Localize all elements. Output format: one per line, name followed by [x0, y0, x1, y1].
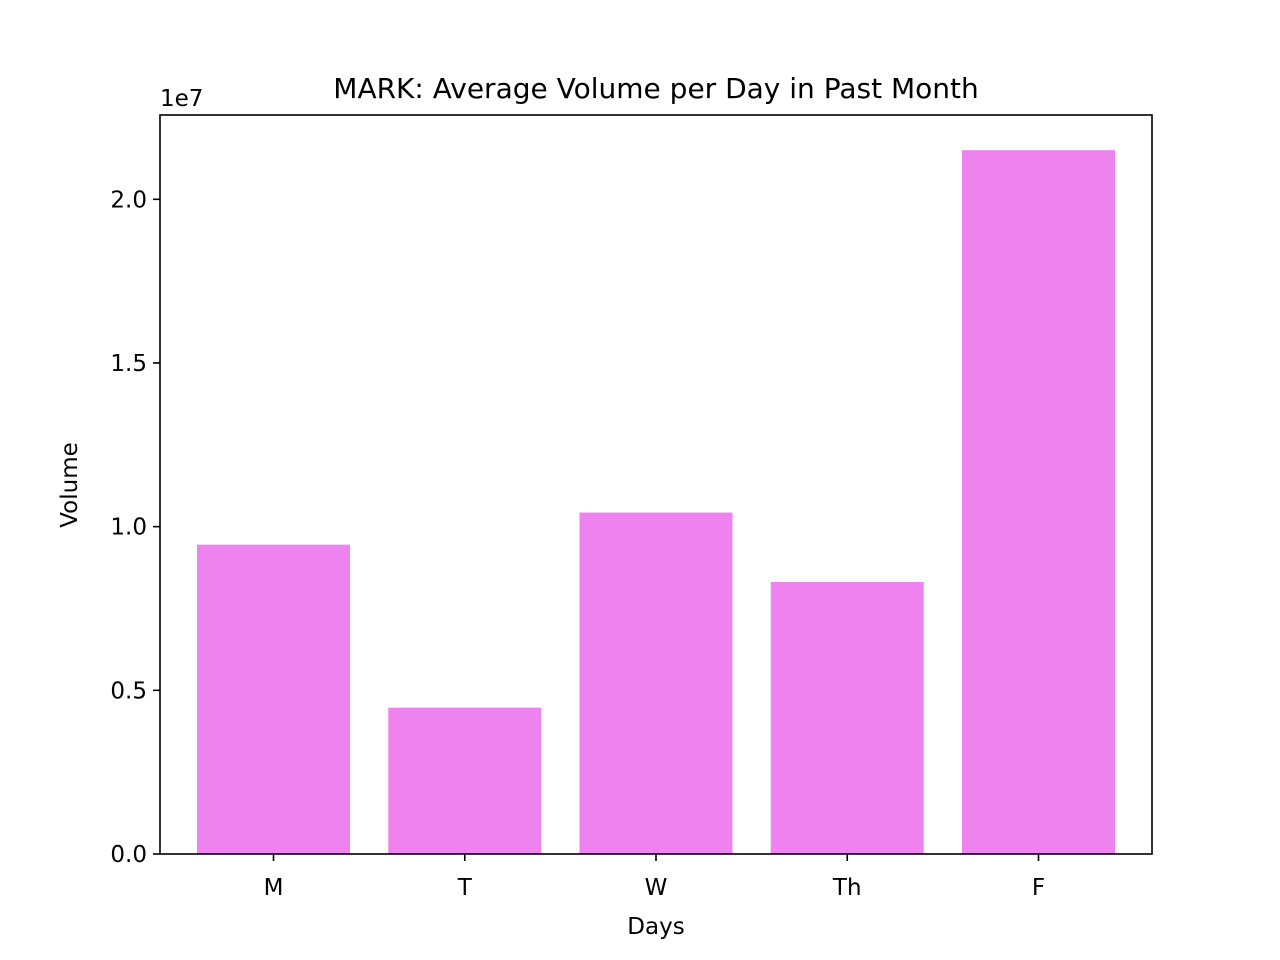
- plot-frame: [159, 114, 1153, 855]
- x-tick-label: F: [1032, 875, 1045, 901]
- y-axis-title: Volume: [57, 442, 83, 528]
- y-axis-ticks: 0.0 0.5 1.0 1.5 2.0: [110, 187, 160, 868]
- y-offset-label: 1e7: [160, 86, 203, 112]
- x-axis-ticks: M T W Th F: [264, 854, 1045, 901]
- x-tick-label: M: [264, 875, 284, 901]
- chart-title: MARK: Average Volume per Day in Past Mon…: [333, 72, 978, 105]
- y-tick-label: 1.5: [110, 351, 147, 377]
- bar-m: [197, 544, 351, 854]
- x-tick-label: W: [645, 875, 668, 901]
- bar-f: [961, 150, 1115, 854]
- y-tick-label: 1.0: [110, 515, 147, 541]
- y-tick-label: 0.0: [110, 842, 147, 868]
- x-tick-label: Th: [832, 875, 862, 901]
- bar-w: [579, 512, 733, 854]
- x-tick-label: T: [457, 875, 473, 901]
- bar-th: [770, 581, 924, 854]
- bar-t: [388, 707, 542, 854]
- y-tick-label: 2.0: [110, 187, 147, 213]
- x-axis-title: Days: [627, 914, 684, 940]
- bars-group: [197, 150, 1115, 854]
- y-tick-label: 0.5: [110, 678, 147, 704]
